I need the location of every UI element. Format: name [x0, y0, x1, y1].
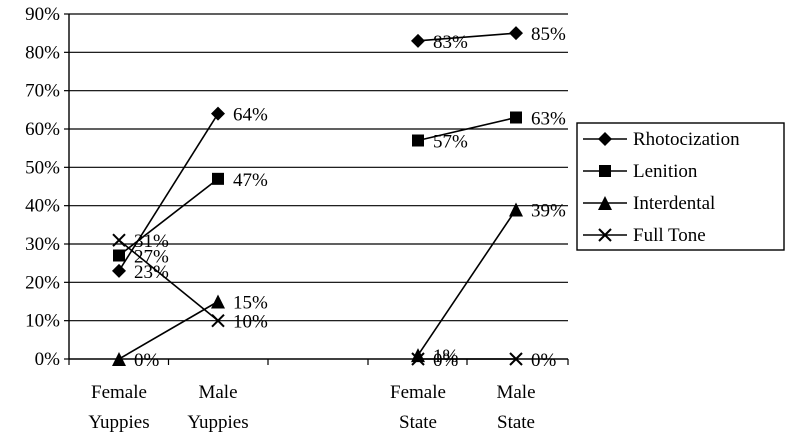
x-tick-label: Yuppies [187, 412, 248, 433]
x-marker-stroke [411, 352, 425, 366]
x-marker-stroke [509, 352, 523, 366]
data-label: 83% [433, 32, 468, 53]
data-labels: 23% 64% 83% 85% 27% 47% 57% 63% 0% 15% 1% 39% 31% 10%… [134, 24, 566, 371]
data-label: 57% [433, 132, 468, 153]
square-marker [599, 165, 611, 177]
diamond-marker [411, 33, 425, 48]
y-tick-label: 30% [25, 234, 60, 255]
legend: Rhotocization Lenition Interdental Full Ton… [576, 122, 785, 251]
x-marker [112, 233, 126, 247]
y-tick-label: 50% [25, 157, 60, 178]
x-marker [509, 352, 523, 366]
series-line [118, 239, 219, 322]
y-axis-tick-labels: 0% 10% 20% 30% 40% 50% 60% 70% 80% 90% [25, 4, 60, 370]
gridlines [69, 13, 568, 322]
x-tick-label: Yuppies [88, 412, 149, 433]
y-tick-label: 80% [25, 42, 60, 63]
x-marker-stroke [211, 313, 225, 328]
legend-label: Rhotocization [633, 129, 740, 150]
data-label: 1% [433, 346, 459, 367]
series-line [417, 116, 517, 142]
x-axis-tick-labels: Female Yuppies Male Yuppies Female State Male S… [88, 382, 535, 433]
legend-label: Interdental [633, 193, 715, 214]
x-marker-stroke [112, 233, 126, 247]
data-label: 27% [134, 247, 169, 268]
legend-item: Rhotocization [583, 129, 740, 150]
square-marker [412, 134, 424, 147]
series-line [118, 113, 219, 272]
data-label: 15% [233, 293, 268, 314]
axes [64, 13, 569, 365]
x-tick-label: Female [390, 382, 446, 403]
data-label: 23% [134, 262, 169, 283]
series-line [118, 178, 219, 257]
y-tick-label: 40% [25, 196, 60, 217]
diamond-marker [211, 106, 225, 121]
legend-box [576, 122, 785, 251]
legend-item: Full Tone [583, 225, 706, 246]
data-label: 10% [233, 312, 268, 333]
series-line [118, 300, 219, 360]
legend-label: Full Tone [633, 225, 706, 246]
series-full-tone [112, 233, 523, 366]
data-label: 31% [134, 231, 169, 252]
x-tick-label: Female [91, 382, 147, 403]
series-layer [112, 26, 523, 366]
y-tick-label: 10% [25, 311, 60, 332]
data-label: 0% [433, 350, 459, 371]
y-tick-label: 20% [25, 272, 60, 293]
data-label: 39% [531, 201, 566, 222]
diamond-marker [509, 26, 523, 41]
square-marker [113, 249, 125, 262]
series-interdental [112, 202, 523, 366]
diamond-marker [112, 263, 126, 278]
data-label: 0% [134, 350, 160, 371]
x-marker [598, 228, 612, 242]
series-line [417, 32, 517, 42]
series-lenition [113, 111, 522, 262]
series-line [417, 209, 517, 356]
triangle-marker [598, 196, 612, 210]
legend-item: Interdental [583, 193, 715, 214]
x-tick-label: Male [496, 382, 535, 403]
y-tick-label: 0% [35, 349, 61, 370]
data-label: 64% [233, 105, 268, 126]
y-tick-label: 60% [25, 119, 60, 140]
triangle-marker [211, 294, 225, 309]
x-tick-label: Male [198, 382, 237, 403]
data-label: 85% [531, 24, 566, 45]
square-marker [212, 172, 224, 185]
x-marker [211, 313, 225, 328]
data-label: 47% [233, 170, 268, 191]
legend-item: Lenition [583, 161, 698, 182]
triangle-marker [509, 202, 523, 217]
legend-label: Lenition [633, 161, 698, 182]
data-label: 63% [531, 109, 566, 130]
triangle-marker [112, 352, 126, 366]
data-label: 0% [531, 350, 557, 371]
diamond-marker [598, 132, 612, 146]
x-tick-label: State [497, 412, 535, 433]
y-tick-label: 70% [25, 81, 60, 102]
x-marker [411, 352, 425, 366]
x-tick-label: State [399, 412, 437, 433]
series-rhotocization [112, 26, 523, 278]
y-tick-label: 90% [25, 4, 60, 25]
x-marker-stroke [598, 228, 612, 242]
square-marker [510, 111, 522, 124]
